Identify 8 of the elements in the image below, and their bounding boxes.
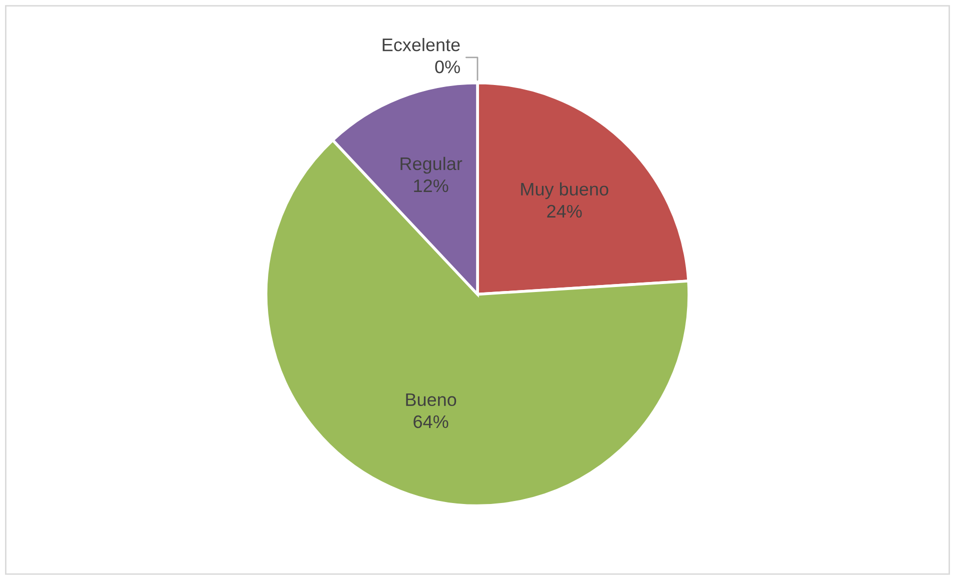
slice-label: Regular <box>400 156 462 174</box>
data-label: 64% <box>414 415 448 428</box>
data-label: 24% <box>547 204 582 218</box>
category-label: Ecxelente <box>382 38 460 52</box>
slice-label: Muy bueno <box>521 182 608 200</box>
slice-label: Bueno <box>406 393 456 406</box>
data-label: 12% <box>414 179 448 192</box>
text: 0% <box>435 60 460 74</box>
